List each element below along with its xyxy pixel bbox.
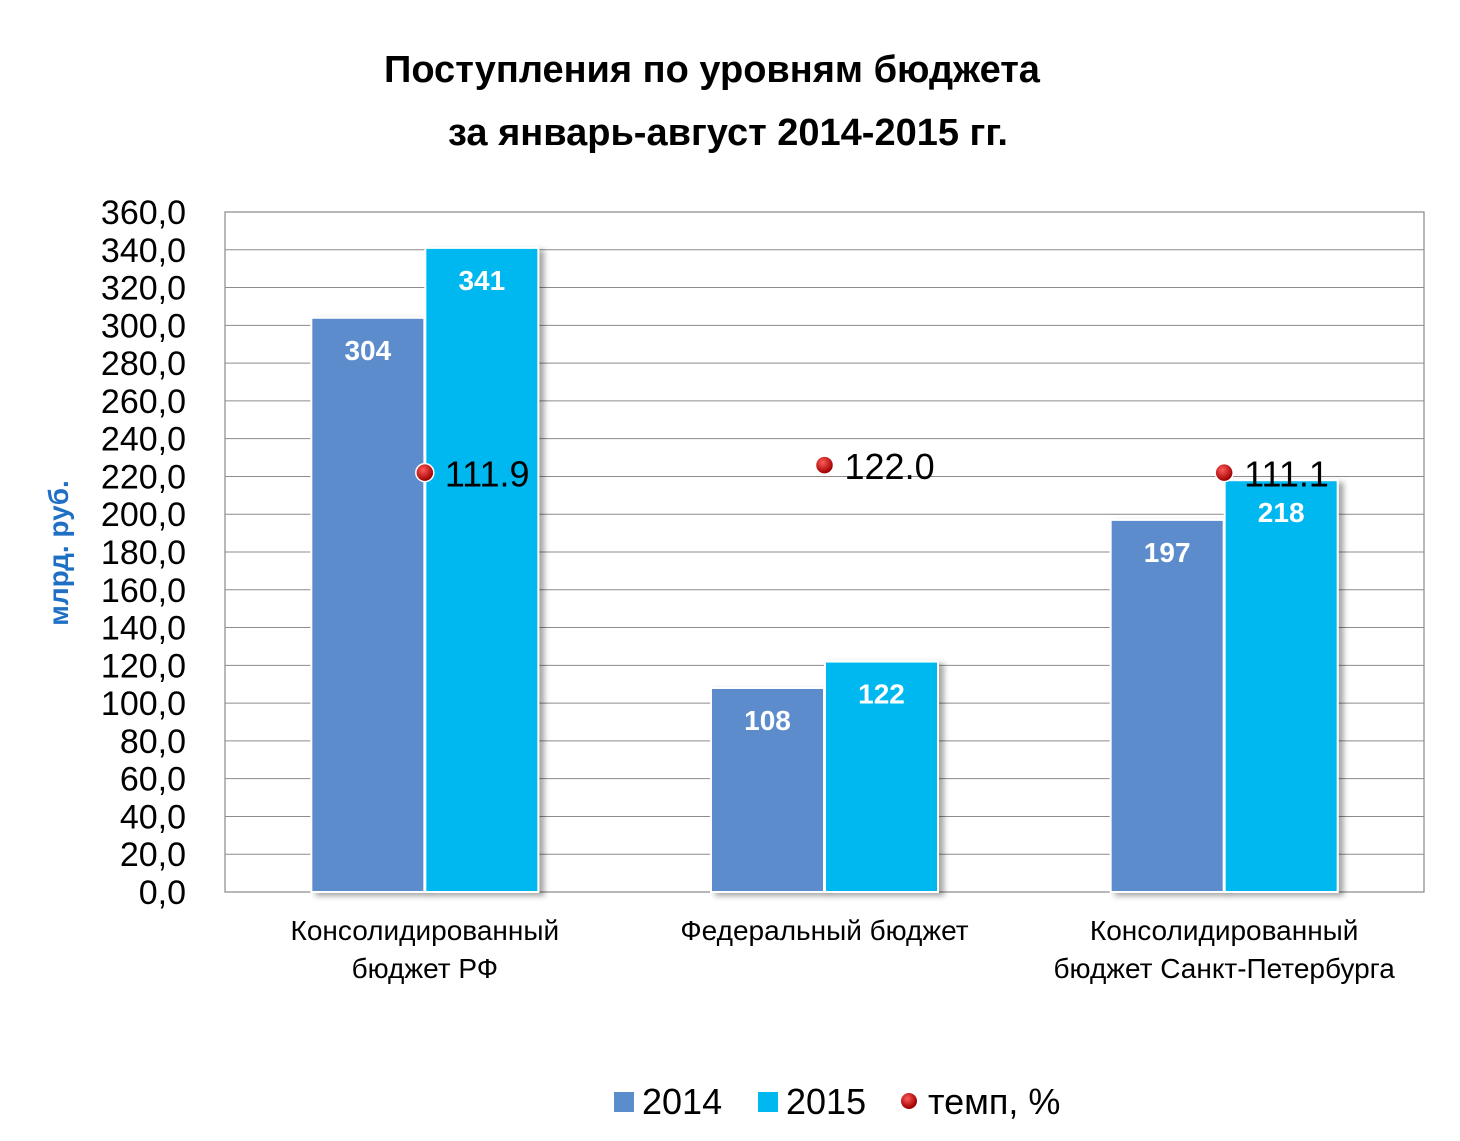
bar-label-2014-0: 304 [344, 335, 391, 366]
y-tick-label: 40,0 [120, 798, 186, 836]
y-tick-label: 140,0 [101, 610, 186, 648]
y-tick-label: 260,0 [101, 383, 186, 421]
bar-2014-2 [1109, 518, 1225, 894]
chart-title-line-2: за январь-август 2014-2015 гг. [448, 112, 1008, 154]
y-tick-label: 220,0 [101, 458, 186, 496]
y-tick-label: 120,0 [101, 647, 186, 685]
y-tick-label: 280,0 [101, 345, 186, 383]
rate-marker-1 [814, 455, 835, 475]
y-tick-label: 20,0 [120, 836, 186, 874]
bar-2015-2 [1223, 479, 1339, 893]
rate-label-2: 111.1 [1244, 454, 1329, 495]
y-tick-label: 180,0 [101, 534, 186, 572]
bar-label-2015-2: 218 [1258, 497, 1305, 528]
y-tick-label: 300,0 [101, 307, 186, 345]
y-tick-label: 360,0 [101, 194, 186, 232]
y-tick-label: 100,0 [101, 685, 186, 723]
legend: 2014 2015 темп, % [614, 1081, 1060, 1122]
legend-label-2015: 2015 [786, 1081, 866, 1122]
rate-marker-2 [1214, 462, 1234, 483]
y-tick-label: 0,0 [139, 874, 186, 912]
chart-title-line-1: Поступления по уровням бюджета [384, 49, 1041, 91]
y-axis-ticks: 0,020,040,060,080,0100,0120,0140,0160,01… [101, 194, 186, 912]
category-label-0: Консолидированный [291, 915, 560, 946]
bar-label-2014-1: 108 [744, 705, 791, 736]
bar-value-labels: 304 341 108 122 197 218 [344, 265, 1304, 736]
legend-swatch-2014 [614, 1092, 634, 1112]
y-axis-label: млрд. руб. [43, 480, 74, 626]
y-tick-label: 60,0 [120, 761, 186, 799]
bar-group [310, 246, 1339, 894]
category-label-2: бюджет Санкт-Петербурга [1054, 953, 1396, 984]
category-label-1: Федеральный бюджет [680, 915, 968, 946]
y-tick-label: 340,0 [101, 232, 186, 270]
rate-markers: 111.9 122.0 111.1 [415, 446, 1329, 495]
y-tick-label: 240,0 [101, 421, 186, 459]
bar-label-2015-0: 341 [458, 265, 505, 296]
legend-swatch-2015 [758, 1092, 778, 1112]
rate-label-1: 122.0 [845, 446, 935, 487]
category-labels: Консолидированный бюджет РФ Федеральный бю… [291, 915, 1396, 984]
category-label-2: Консолидированный [1090, 915, 1359, 946]
category-label-0: бюджет РФ [352, 953, 498, 984]
legend-label-2014: 2014 [642, 1081, 722, 1122]
bar-2015-0 [424, 246, 540, 893]
bar-label-2015-1: 122 [858, 679, 905, 710]
bar-2015-1 [824, 660, 939, 893]
y-tick-label: 200,0 [101, 496, 186, 534]
bar-label-2014-2: 197 [1144, 537, 1191, 568]
rate-marker-0 [415, 462, 435, 483]
y-tick-label: 320,0 [101, 270, 186, 308]
legend-marker-rate [901, 1093, 917, 1109]
bar-2014-0 [310, 316, 426, 893]
rate-label-0: 111.9 [445, 454, 530, 495]
y-tick-label: 160,0 [101, 572, 186, 610]
legend-label-rate: темп, % [928, 1081, 1060, 1122]
y-tick-label: 80,0 [120, 723, 186, 761]
